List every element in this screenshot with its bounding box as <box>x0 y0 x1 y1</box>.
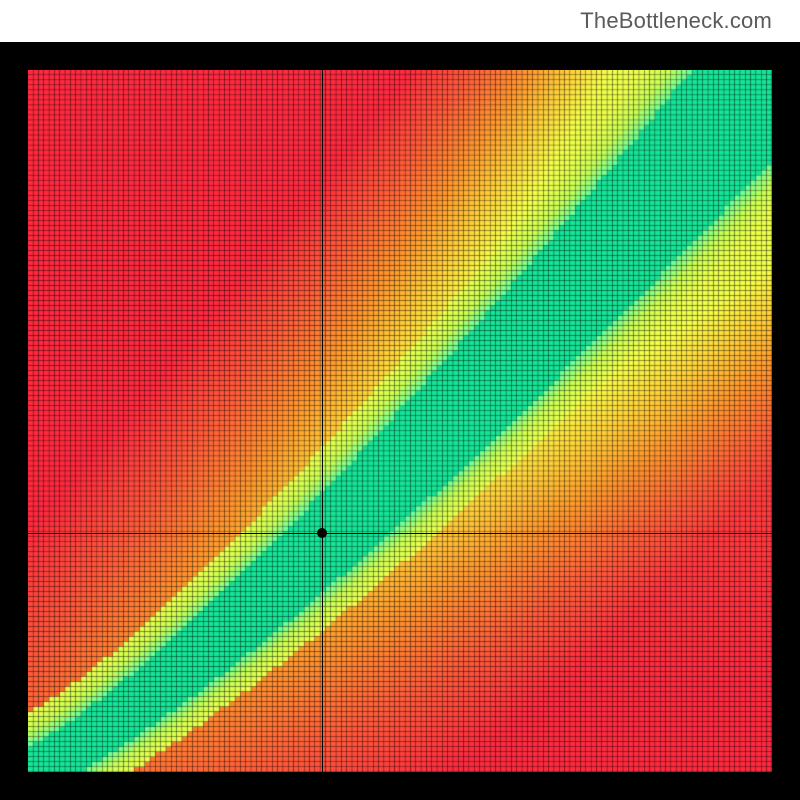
bottleneck-heatmap <box>28 70 772 772</box>
root: TheBottleneck.com <box>0 0 800 800</box>
crosshair-horizontal <box>28 533 772 534</box>
crosshair-vertical <box>322 70 323 772</box>
watermark-text: TheBottleneck.com <box>580 8 772 34</box>
plot-frame <box>0 42 800 800</box>
selection-marker[interactable] <box>317 528 327 538</box>
